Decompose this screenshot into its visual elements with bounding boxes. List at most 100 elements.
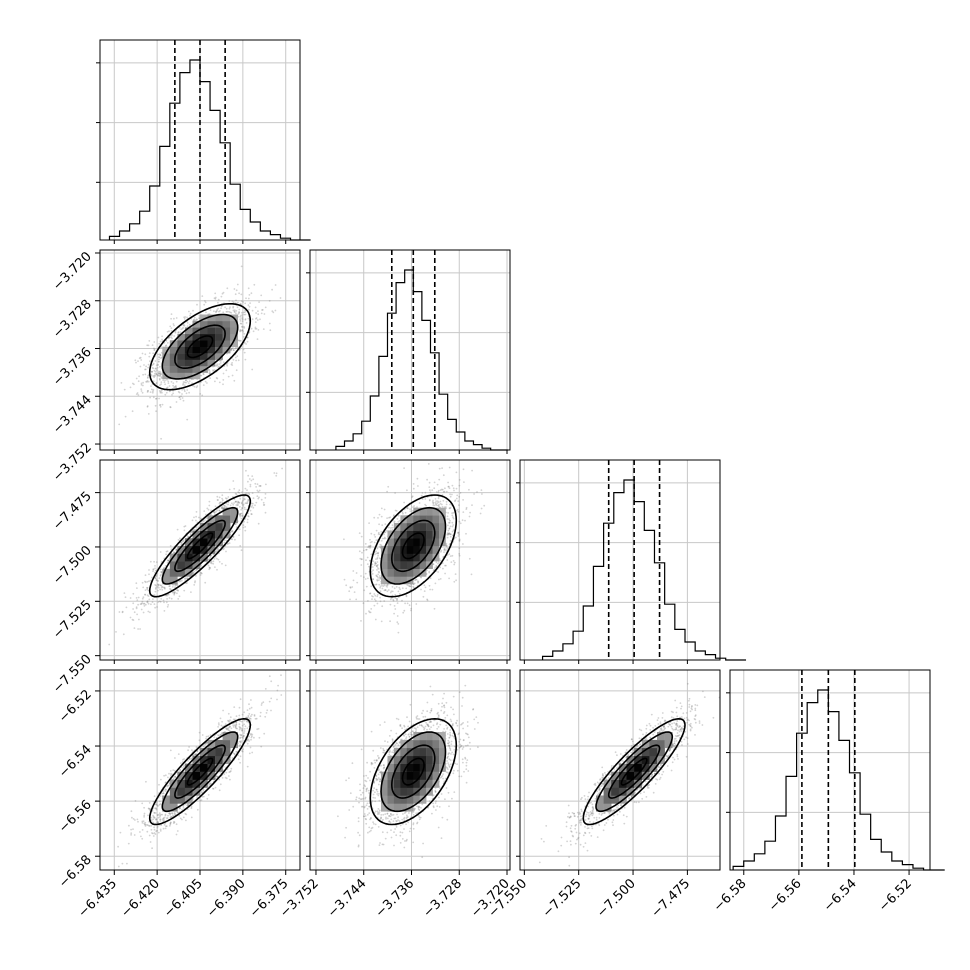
density-cell — [222, 314, 231, 322]
y-tick-label: −7.525 — [50, 598, 95, 643]
density-cell — [222, 747, 231, 757]
density-cell — [200, 340, 208, 347]
density-cell — [381, 553, 388, 562]
contour-1-sigma — [607, 744, 661, 799]
density-cell — [200, 353, 208, 360]
y-tick-label: −7.550 — [50, 652, 95, 697]
density-cell — [169, 366, 178, 373]
density-cell — [162, 568, 171, 577]
contour-0.5-sigma — [186, 532, 214, 560]
density-cell — [393, 553, 401, 562]
density-cell — [184, 561, 193, 569]
density-cell — [192, 787, 201, 796]
histogram-step — [541, 479, 747, 661]
x-tick-label: −6.435 — [75, 876, 120, 921]
contour-1-sigma — [390, 744, 436, 799]
panel-frame — [309, 459, 511, 661]
density-cell — [192, 320, 201, 328]
density-cell — [207, 359, 216, 367]
density-cell — [215, 739, 223, 749]
histogram-panel-3 — [726, 669, 945, 871]
scatter-panel-1-0 — [99, 249, 301, 451]
density-cell — [439, 523, 446, 531]
density-cell — [162, 795, 171, 804]
density-cell — [215, 346, 223, 354]
density-cell — [426, 755, 433, 764]
density-cell — [192, 333, 201, 341]
density-cell — [426, 523, 433, 531]
density-cell — [419, 553, 427, 562]
density-cell — [426, 779, 433, 788]
density-cell — [426, 530, 433, 539]
density-cell — [200, 320, 208, 328]
density-cell — [200, 327, 208, 335]
density-cell — [215, 314, 223, 322]
histogram-panel-0 — [96, 39, 311, 241]
panel-frame — [519, 459, 721, 661]
density-cell — [626, 771, 635, 780]
density-cell — [207, 771, 216, 780]
density-cell — [432, 732, 440, 741]
density-cell — [664, 732, 673, 741]
density-cell — [215, 320, 223, 328]
density-cell — [200, 763, 208, 772]
density-cell — [169, 795, 178, 804]
density-cell — [406, 787, 414, 796]
scatter-panel-3-1 — [309, 669, 511, 871]
density-cell — [413, 747, 420, 757]
density-cell — [192, 372, 201, 380]
density-cell — [413, 795, 420, 804]
density-cell — [387, 787, 395, 796]
density-cell — [162, 366, 171, 373]
contour-1-sigma — [174, 744, 226, 799]
density-cell — [387, 545, 395, 554]
density-cell — [169, 346, 178, 354]
density-cell — [426, 553, 433, 562]
density-cell — [381, 795, 388, 804]
density-cell — [215, 353, 223, 360]
density-cell — [222, 320, 231, 328]
contour-0.5-sigma — [620, 757, 648, 786]
panel-frame — [309, 669, 511, 871]
density-cell — [406, 538, 414, 547]
density-cell — [626, 787, 635, 796]
density-cell — [400, 545, 408, 554]
density-cell — [387, 771, 395, 780]
x-tick-label: −6.390 — [204, 876, 249, 921]
density-cell — [162, 353, 171, 360]
contour-1.5-sigma — [380, 731, 447, 813]
density-cell — [169, 787, 178, 796]
density-cell — [184, 372, 193, 380]
density-cell — [184, 359, 193, 367]
density-cell — [184, 327, 193, 335]
density-cell — [618, 763, 627, 772]
density-cell — [439, 732, 446, 741]
density-cell — [215, 538, 223, 547]
density-cell — [177, 561, 186, 569]
density-cell — [426, 538, 433, 547]
density-cell — [393, 771, 401, 780]
density-cell — [432, 553, 440, 562]
density-cell — [400, 747, 408, 757]
density-cell — [215, 523, 223, 531]
density-cell — [432, 545, 440, 554]
density-cell — [406, 771, 414, 780]
density-cell — [406, 530, 414, 539]
density-cell — [419, 545, 427, 554]
density-cell — [626, 779, 635, 788]
density-cell — [200, 538, 208, 547]
y-tick-label: −3.736 — [50, 345, 95, 390]
panel-frame — [309, 249, 511, 451]
scatter-area — [520, 670, 720, 870]
density-cell — [177, 787, 186, 796]
density-cell — [215, 340, 223, 347]
density-cell — [162, 359, 171, 367]
density-cell — [387, 576, 395, 585]
density-cell — [200, 747, 208, 757]
density-cell — [381, 803, 388, 812]
density-cell — [230, 515, 238, 524]
contour-1-sigma — [174, 324, 226, 369]
density-cell — [393, 530, 401, 539]
density-cell — [222, 346, 231, 354]
x-tick-label: −3.736 — [373, 876, 418, 921]
